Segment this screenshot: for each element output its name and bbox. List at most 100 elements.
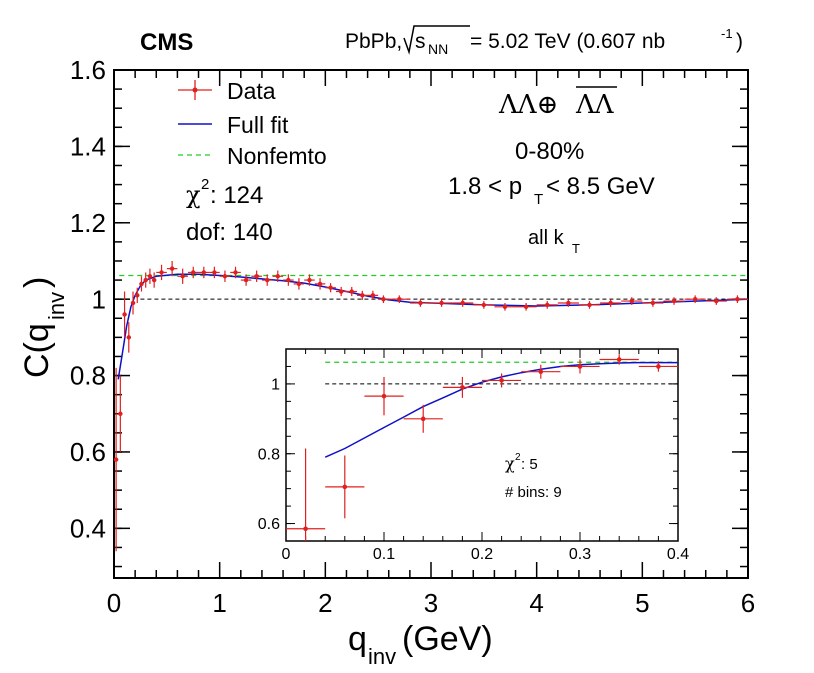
data-point	[473, 301, 495, 309]
legend-full-fit: Full fit	[178, 112, 289, 138]
x-tick-label: 3	[424, 588, 438, 618]
data-point	[599, 354, 639, 365]
data-point	[388, 295, 410, 303]
data-point	[403, 404, 443, 433]
data-point	[663, 297, 685, 305]
pt-left: 1.8 < p	[448, 173, 522, 200]
inset-data-points	[286, 354, 678, 541]
data-point	[156, 264, 167, 281]
x-axis-title-sub: inv	[368, 644, 396, 669]
data-point	[600, 299, 622, 307]
legend: Data Full fit Nonfemto	[178, 78, 327, 169]
x-tick-label: 0	[107, 588, 121, 618]
data-point	[325, 455, 365, 519]
data-point	[139, 276, 144, 292]
data-point	[293, 278, 305, 290]
x-tick-label: 2	[318, 588, 332, 618]
svg-text:PbPb,: PbPb,	[345, 30, 402, 53]
y-tick-label: 0.4	[70, 513, 106, 543]
fit-statistics: χ 2 : 124 dof: 140	[186, 176, 273, 246]
data-points	[113, 260, 748, 552]
legend-label-data: Data	[227, 78, 276, 104]
data-point	[304, 274, 315, 286]
selection-labels: ΛΛ⊕ ΛΛ 0-80% 1.8 < p T < 8.5 GeV all k T	[448, 86, 655, 256]
data-point	[482, 373, 522, 388]
data-point	[177, 268, 188, 284]
dof-value: dof: 140	[186, 219, 273, 246]
inset-plot: 0 0.1 0.2 0.3 0.4 0.6 0.8 1 χ 2 : 5 # bins: 9	[258, 348, 689, 563]
kt-sub: T	[572, 241, 580, 256]
x-axis-title-unit: (GeV)	[402, 620, 493, 658]
data-point	[357, 290, 368, 300]
data-point	[230, 266, 241, 279]
x-axis-title-main: q	[348, 620, 367, 658]
data-point	[147, 268, 153, 284]
data-point	[118, 375, 123, 452]
y-axis-title: C(q inv )	[18, 277, 69, 378]
data-point	[378, 295, 389, 303]
legend-data: Data	[178, 78, 276, 104]
chi2-value: : 124	[210, 182, 263, 209]
data-point	[638, 361, 678, 372]
data-point	[521, 364, 561, 379]
x-axis-title: q inv (GeV)	[348, 620, 493, 669]
data-point	[560, 359, 600, 374]
data-point	[166, 260, 178, 277]
data-point	[684, 295, 706, 303]
y-axis-title-close: )	[18, 277, 56, 288]
x-tick-label: 0.1	[373, 546, 395, 563]
y-tick-label: 0.8	[70, 361, 106, 391]
close-paren: )	[736, 30, 743, 53]
y-tick-label: 1.4	[70, 131, 106, 161]
data-point	[409, 299, 431, 307]
y-tick-label: 1.2	[70, 208, 106, 238]
sqrt-sub: NN	[428, 41, 448, 57]
y-tick-label: 1	[271, 377, 280, 394]
particles-label: ΛΛ⊕	[498, 90, 558, 120]
inset-chi2-sup: 2	[515, 452, 521, 463]
collision-system: PbPb,	[345, 30, 402, 53]
y-axis-title-sub: inv	[44, 292, 69, 320]
x-tick-label: 0.3	[569, 546, 591, 563]
data-point	[705, 297, 727, 305]
energy-lumi: = 5.02 TeV (0.607 nb	[470, 30, 665, 53]
data-point	[240, 274, 252, 286]
x-tick-label: 0.4	[667, 546, 689, 563]
data-point	[536, 301, 558, 309]
data-point	[272, 270, 284, 282]
data-point	[219, 270, 231, 282]
lumi-sup: -1	[721, 26, 733, 41]
antiparticles-label: ΛΛ	[575, 90, 615, 120]
data-point	[515, 302, 537, 311]
data-point	[367, 290, 379, 300]
x-tick-label: 5	[635, 588, 649, 618]
x-tick-label: 0	[282, 546, 291, 563]
data-point	[126, 322, 131, 353]
y-axis-title-main: C(q	[18, 323, 56, 378]
data-point	[113, 367, 119, 552]
data-point	[557, 299, 579, 307]
pt-sub: T	[534, 191, 543, 208]
data-point	[642, 299, 664, 307]
data-point	[621, 297, 643, 305]
x-tick-label: 0.2	[471, 546, 493, 563]
data-point	[283, 274, 294, 286]
data-point	[130, 291, 136, 315]
experiment-label: CMS	[140, 29, 193, 56]
centrality-label: 0-80%	[515, 138, 584, 165]
sqrt-sign	[403, 25, 470, 55]
chi2-symbol: χ	[186, 181, 201, 209]
data-point	[452, 299, 474, 307]
data-point	[198, 266, 210, 279]
data-point	[261, 274, 273, 286]
collision-label: PbPb, s NN = 5.02 TeV (0.607 nb -1 )	[345, 25, 743, 57]
y-tick-label: 0.8	[258, 446, 280, 463]
data-point	[364, 376, 404, 416]
y-tick-label: 0.6	[70, 437, 106, 467]
main-axis-ticks: 0 1 2 3 4 5 6 0.4 0.6 0.8 1 1.2 1.4 1.6	[70, 55, 755, 618]
data-point	[209, 266, 220, 279]
inset-chi2-symbol: χ	[505, 454, 515, 473]
inset-axis-ticks: 0 0.1 0.2 0.3 0.4 0.6 0.8 1	[258, 349, 689, 563]
x-tick-label: 6	[741, 588, 755, 618]
